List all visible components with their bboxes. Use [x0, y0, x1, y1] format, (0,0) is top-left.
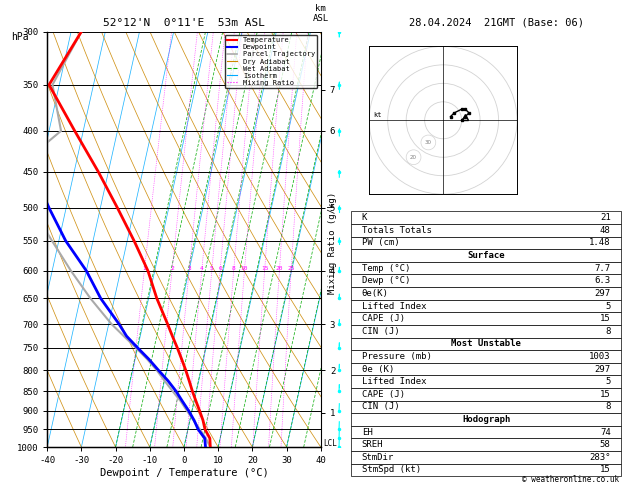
Bar: [351, 325, 621, 338]
Text: 15: 15: [600, 314, 611, 323]
Text: CIN (J): CIN (J): [362, 402, 399, 412]
Text: 30: 30: [425, 140, 432, 145]
Bar: [351, 287, 621, 300]
X-axis label: Dewpoint / Temperature (°C): Dewpoint / Temperature (°C): [99, 468, 269, 478]
Text: 5: 5: [605, 301, 611, 311]
Text: 15: 15: [600, 390, 611, 399]
Text: θe(K): θe(K): [362, 289, 389, 298]
Text: Temp (°C): Temp (°C): [362, 264, 410, 273]
Bar: [351, 388, 621, 400]
Text: 20: 20: [276, 266, 283, 271]
Bar: [351, 426, 621, 438]
Text: 48: 48: [600, 226, 611, 235]
Text: © weatheronline.co.uk: © weatheronline.co.uk: [523, 474, 620, 484]
Text: Hodograph: Hodograph: [462, 415, 510, 424]
Text: 6: 6: [218, 266, 222, 271]
Text: Mixing Ratio (g/kg): Mixing Ratio (g/kg): [328, 192, 337, 294]
Text: 2: 2: [170, 266, 174, 271]
Text: CAPE (J): CAPE (J): [362, 390, 405, 399]
Text: 5: 5: [210, 266, 214, 271]
Bar: [351, 224, 621, 237]
Text: 15: 15: [261, 266, 269, 271]
Title: 52°12'N  0°11'E  53m ASL: 52°12'N 0°11'E 53m ASL: [103, 18, 265, 28]
Text: Lifted Index: Lifted Index: [362, 301, 426, 311]
Text: km
ASL: km ASL: [313, 4, 329, 23]
Text: 15: 15: [600, 466, 611, 474]
Text: hPa: hPa: [11, 32, 29, 42]
Text: 58: 58: [600, 440, 611, 449]
Text: 5: 5: [605, 377, 611, 386]
Text: 283°: 283°: [589, 453, 611, 462]
Legend: Temperature, Dewpoint, Parcel Trajectory, Dry Adiabat, Wet Adiabat, Isotherm, Mi: Temperature, Dewpoint, Parcel Trajectory…: [225, 35, 317, 88]
Text: θe (K): θe (K): [362, 364, 394, 374]
Bar: [351, 211, 621, 224]
Text: 20: 20: [410, 155, 417, 160]
Text: Dewp (°C): Dewp (°C): [362, 276, 410, 285]
Bar: [351, 338, 621, 350]
Text: Pressure (mb): Pressure (mb): [362, 352, 431, 361]
Text: kt: kt: [373, 112, 381, 118]
Text: 10: 10: [241, 266, 248, 271]
Text: 297: 297: [594, 364, 611, 374]
Bar: [351, 375, 621, 388]
Text: 8: 8: [605, 402, 611, 412]
Text: 74: 74: [600, 428, 611, 436]
Bar: [351, 237, 621, 249]
Text: LCL: LCL: [323, 439, 337, 448]
Text: PW (cm): PW (cm): [362, 239, 399, 247]
Bar: [351, 400, 621, 413]
Text: 3: 3: [187, 266, 191, 271]
Text: 8: 8: [232, 266, 235, 271]
Text: StmDir: StmDir: [362, 453, 394, 462]
Bar: [351, 262, 621, 275]
Text: 1: 1: [142, 266, 146, 271]
Text: 297: 297: [594, 289, 611, 298]
Bar: [351, 413, 621, 426]
Text: CAPE (J): CAPE (J): [362, 314, 405, 323]
Text: Surface: Surface: [467, 251, 505, 260]
Bar: [351, 300, 621, 312]
Bar: [351, 312, 621, 325]
Text: 8: 8: [605, 327, 611, 336]
Text: 6.3: 6.3: [594, 276, 611, 285]
Text: 4: 4: [200, 266, 204, 271]
Bar: [351, 350, 621, 363]
Text: 28.04.2024  21GMT (Base: 06): 28.04.2024 21GMT (Base: 06): [409, 17, 584, 27]
Text: 21: 21: [600, 213, 611, 222]
Bar: [351, 464, 621, 476]
Text: Lifted Index: Lifted Index: [362, 377, 426, 386]
Text: SREH: SREH: [362, 440, 383, 449]
Text: K: K: [362, 213, 367, 222]
Text: CIN (J): CIN (J): [362, 327, 399, 336]
Text: 1003: 1003: [589, 352, 611, 361]
Bar: [351, 363, 621, 375]
Text: Most Unstable: Most Unstable: [451, 339, 521, 348]
Bar: [351, 438, 621, 451]
Text: 1.48: 1.48: [589, 239, 611, 247]
Text: 25: 25: [287, 266, 295, 271]
Bar: [351, 275, 621, 287]
Text: StmSpd (kt): StmSpd (kt): [362, 466, 421, 474]
Text: 7.7: 7.7: [594, 264, 611, 273]
Bar: [351, 451, 621, 464]
Bar: [351, 249, 621, 262]
Text: EH: EH: [362, 428, 372, 436]
Text: Totals Totals: Totals Totals: [362, 226, 431, 235]
